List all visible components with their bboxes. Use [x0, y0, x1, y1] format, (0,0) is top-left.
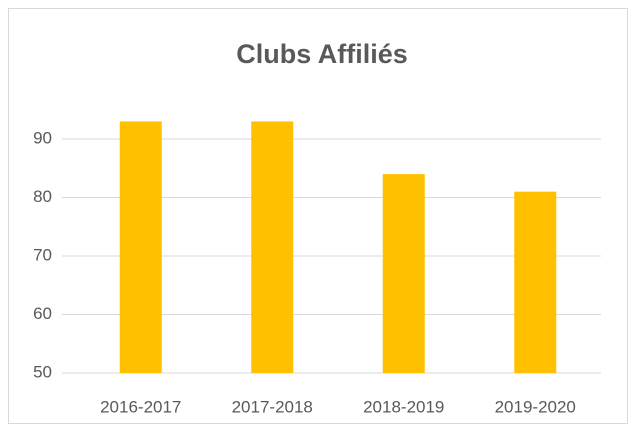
bar [119, 121, 162, 373]
chart-title: Clubs Affiliés [236, 39, 408, 69]
y-tick-label: 80 [33, 187, 52, 206]
x-tick-label: 2016-2017 [100, 397, 181, 416]
x-tick-label: 2019-2020 [495, 397, 576, 416]
x-tick-label: 2018-2019 [363, 397, 444, 416]
bar [251, 121, 294, 373]
y-tick-label: 50 [33, 362, 52, 381]
y-tick-label: 70 [33, 245, 52, 264]
y-tick-label: 90 [33, 128, 52, 147]
x-tick-label: 2017-2018 [232, 397, 313, 416]
bar [382, 174, 425, 373]
bar [514, 191, 557, 373]
y-tick-label: 60 [33, 304, 52, 323]
